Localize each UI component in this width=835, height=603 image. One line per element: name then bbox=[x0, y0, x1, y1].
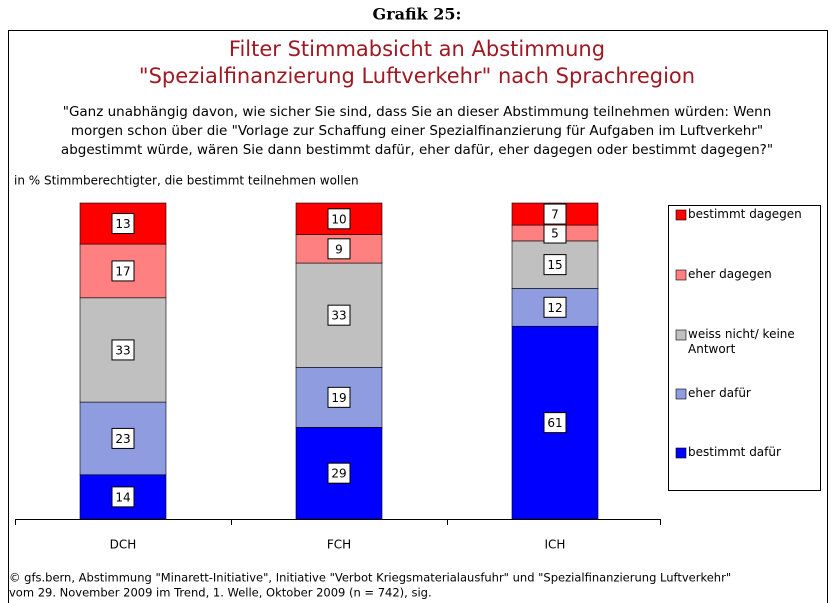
x-tick-label: FCH bbox=[327, 538, 351, 552]
value-label: 14 bbox=[115, 490, 130, 504]
value-label-box bbox=[111, 260, 135, 282]
legend-swatch bbox=[675, 447, 687, 459]
legend-label: eher dafür bbox=[688, 386, 751, 400]
legend-swatch bbox=[675, 209, 687, 221]
value-label: 5 bbox=[551, 227, 559, 241]
value-label: 10 bbox=[331, 212, 346, 226]
subtitle: "Ganz unabhängig davon, wie sicher Sie s… bbox=[63, 104, 772, 120]
value-label-box bbox=[111, 339, 135, 361]
frame bbox=[8, 30, 828, 603]
footer: vom 29. November 2009 im Trend, 1. Welle… bbox=[9, 586, 432, 600]
value-label: 12 bbox=[547, 301, 562, 315]
x-tick-label: DCH bbox=[110, 538, 137, 552]
value-label-box bbox=[111, 486, 135, 508]
value-label-box bbox=[543, 296, 567, 318]
value-label-box bbox=[543, 203, 567, 225]
x-tick-label: ICH bbox=[545, 538, 566, 552]
subtitle: morgen schon über die "Vorlage zur Schaf… bbox=[71, 123, 763, 139]
value-label: 9 bbox=[335, 242, 343, 256]
value-label: 33 bbox=[331, 309, 346, 323]
value-label: 7 bbox=[551, 208, 559, 222]
bar-segment bbox=[295, 427, 383, 520]
value-label-box bbox=[111, 427, 135, 449]
y-axis-label: in % Stimmberechtigter, die bestimmt tei… bbox=[14, 174, 359, 188]
legend-label: bestimmt dagegen bbox=[688, 207, 802, 221]
legend-label: bestimmt dafür bbox=[688, 445, 781, 459]
footer: © gfs.bern, Abstimmung "Minarett-Initiat… bbox=[9, 571, 731, 585]
bar-segment bbox=[79, 474, 167, 520]
value-label: 33 bbox=[115, 343, 130, 357]
value-label-box bbox=[327, 386, 351, 408]
subtitle: abgestimmt würde, wären Sie dann bestimm… bbox=[61, 142, 773, 158]
value-label-box bbox=[327, 208, 351, 230]
value-label-box bbox=[327, 238, 351, 260]
legend-swatch bbox=[675, 269, 687, 281]
value-label-box bbox=[111, 213, 135, 235]
legend-box bbox=[668, 205, 821, 491]
legend-swatch bbox=[675, 329, 687, 341]
legend-swatch bbox=[675, 388, 687, 400]
value-label: 61 bbox=[547, 416, 562, 430]
value-label: 13 bbox=[115, 217, 130, 231]
value-label: 19 bbox=[331, 391, 346, 405]
chart-title: Filter Stimmabsicht an Abstimmung bbox=[229, 37, 605, 61]
value-label: 15 bbox=[547, 258, 562, 272]
value-label: 29 bbox=[331, 467, 346, 481]
chart-title: "Spezialfinanzierung Luftverkehr" nach S… bbox=[139, 64, 695, 88]
value-label: 17 bbox=[115, 264, 130, 278]
value-label-box bbox=[327, 304, 351, 326]
legend-label: eher dagegen bbox=[688, 267, 772, 281]
value-label-box bbox=[543, 412, 567, 434]
value-label-box bbox=[543, 254, 567, 276]
header: Grafik 25: bbox=[373, 5, 462, 24]
value-label: 23 bbox=[115, 432, 130, 446]
value-label-box bbox=[327, 462, 351, 484]
legend-label: weiss nicht/ keine Antwort bbox=[688, 327, 795, 356]
